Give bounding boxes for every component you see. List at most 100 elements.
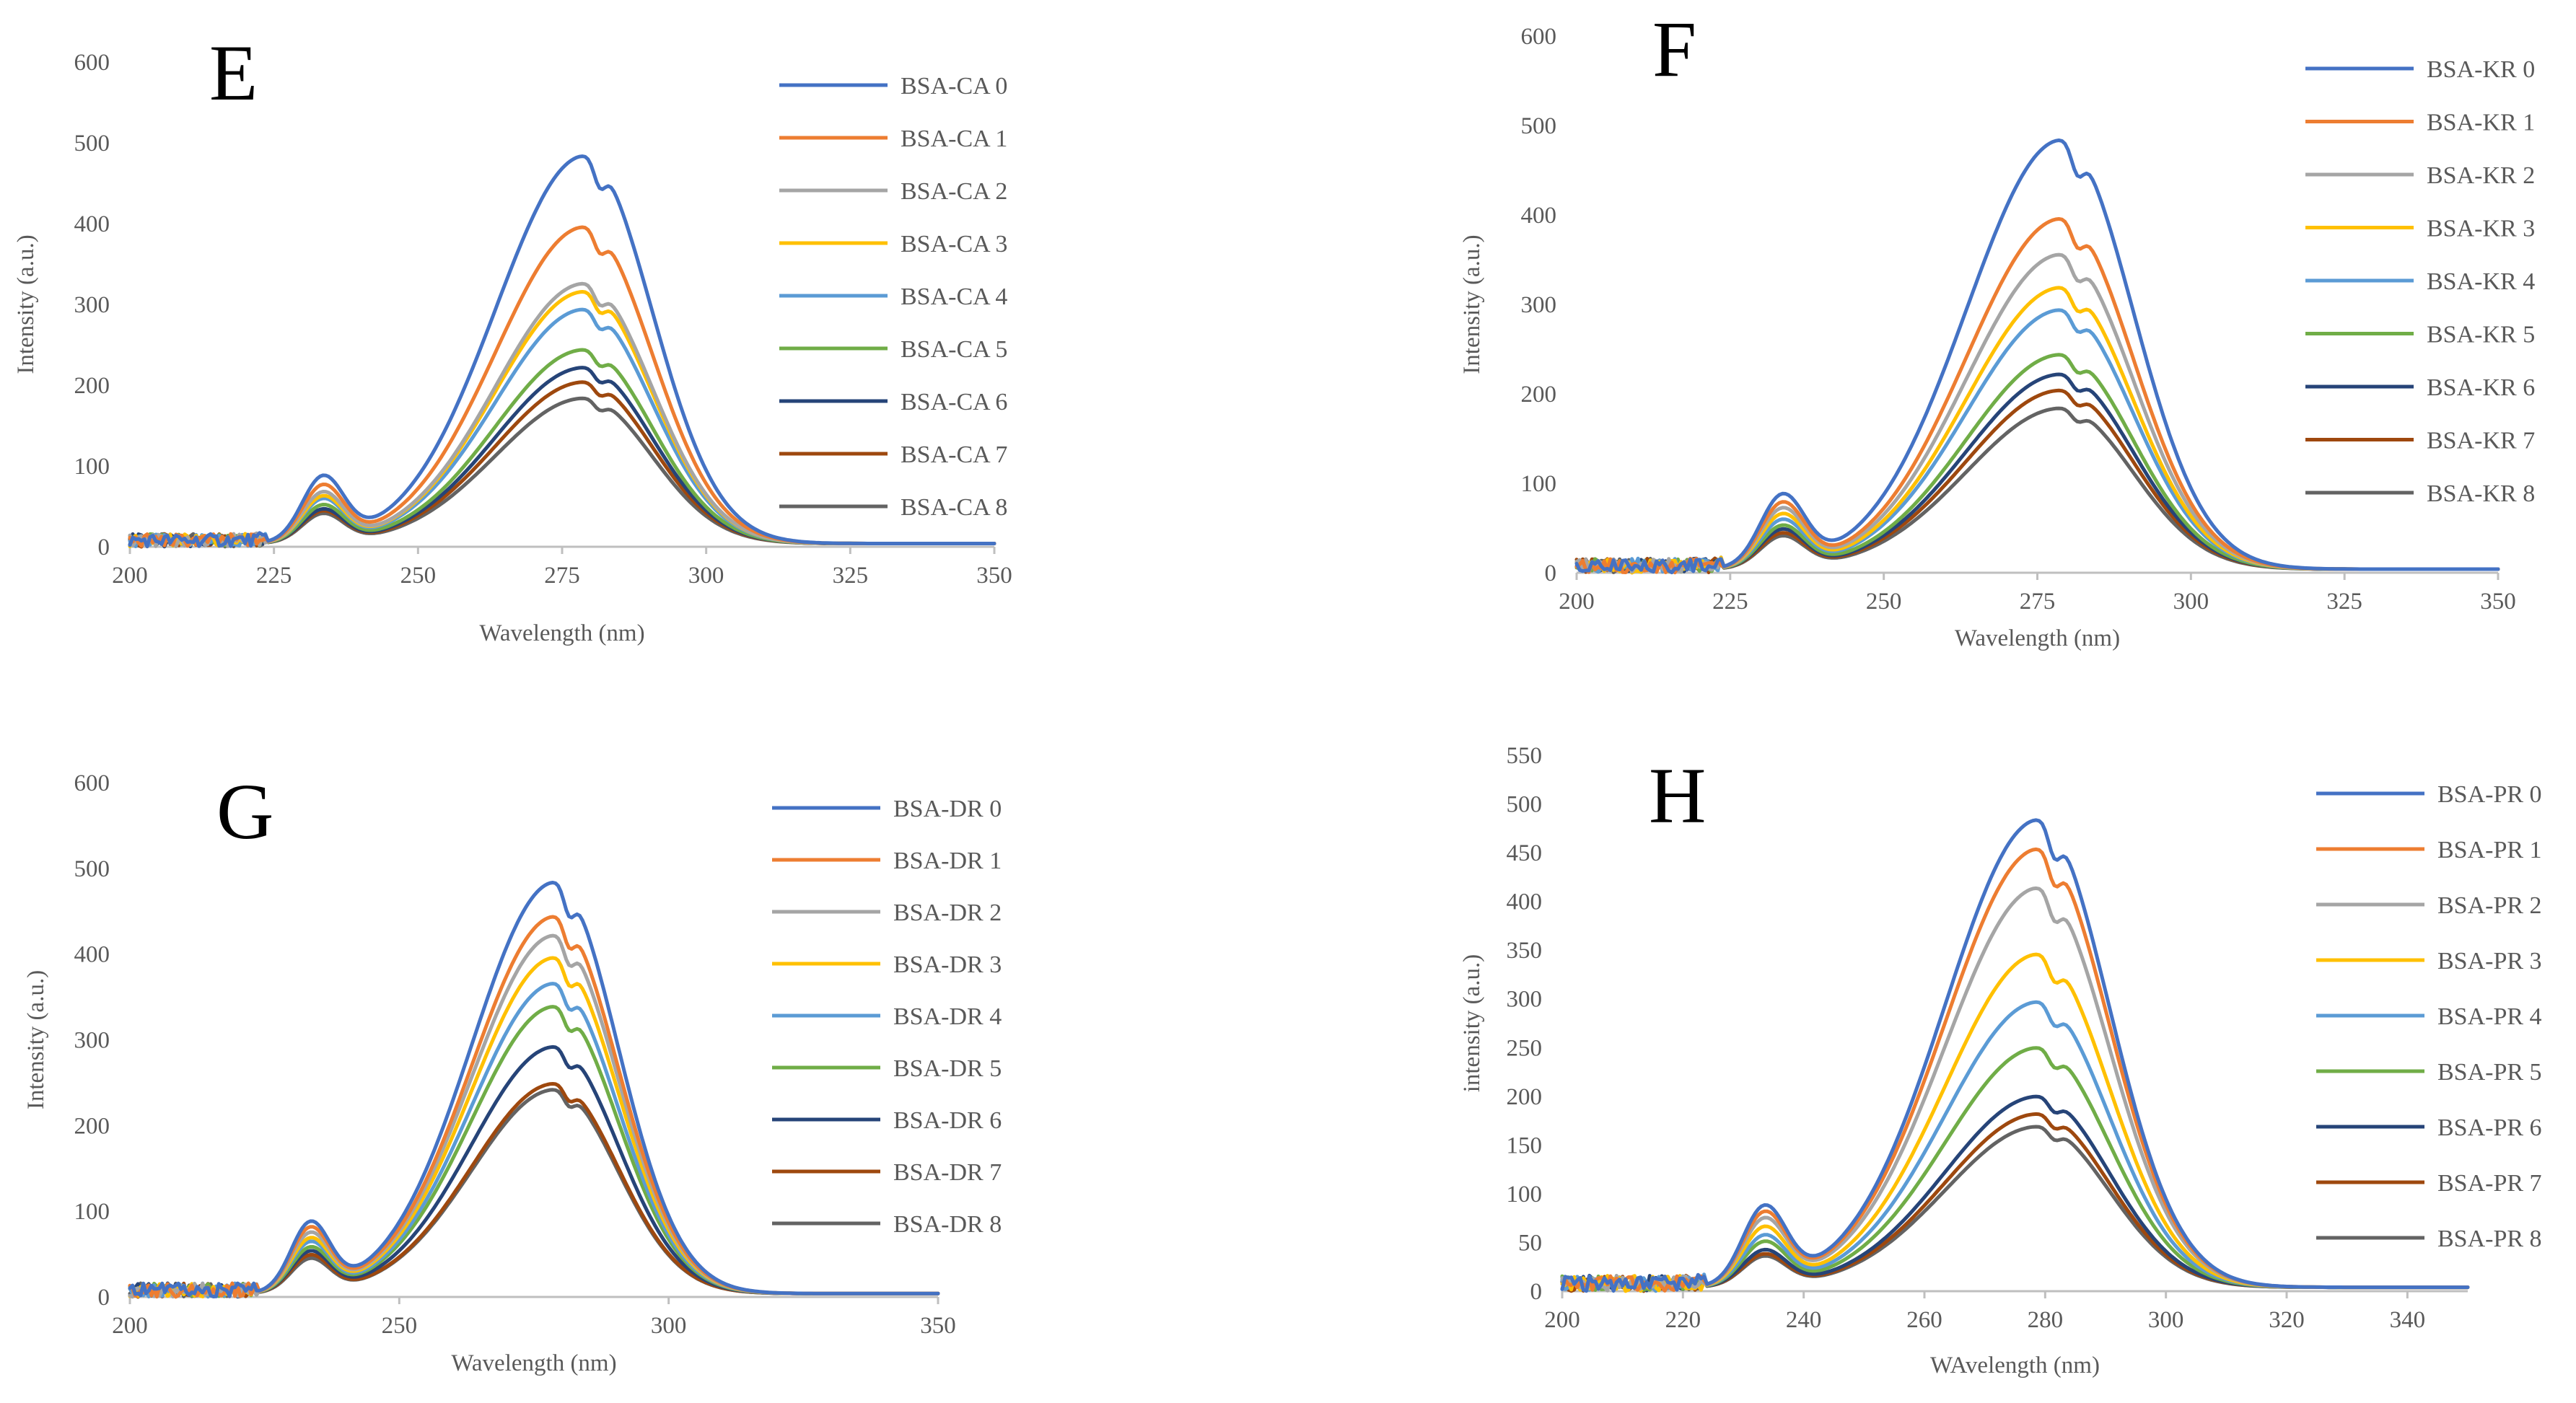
legend-label: BSA-DR 2	[893, 900, 1002, 926]
y-axis-title: intensity (a.u.)	[1459, 954, 1485, 1093]
legend: BSA-CA 0 BSA-CA 1 BSA-CA 2 BSA-CA 3 BSA-CA 4…	[779, 73, 1007, 521]
legend-label: BSA-KR 2	[2427, 162, 2535, 189]
series-line-7	[128, 1082, 940, 1299]
y-tick-label: 200	[74, 1113, 110, 1139]
x-tick-label: 200	[112, 563, 148, 589]
x-tick-label: 350	[2480, 589, 2516, 615]
legend-label: BSA-PR 3	[2437, 948, 2542, 975]
series-line-7	[1560, 1112, 2470, 1293]
series-line-0	[1574, 138, 2500, 575]
x-tick-label: 200	[1544, 1307, 1580, 1333]
series-line-3	[128, 956, 940, 1298]
legend-label: BSA-CA 7	[901, 441, 1007, 468]
x-tick-label: 200	[1559, 589, 1595, 615]
y-axis-title: Intensity (a.u.)	[1459, 234, 1485, 374]
legend-label: BSA-DR 4	[893, 1003, 1002, 1030]
x-tick-label: 260	[1906, 1307, 1942, 1333]
x-tick-label: 350	[976, 563, 1012, 589]
panel-label: E	[209, 29, 258, 117]
y-tick-label: 300	[1521, 292, 1557, 318]
legend-label: BSA-DR 1	[893, 848, 1002, 874]
legend-label: BSA-PR 0	[2437, 781, 2542, 808]
y-tick-label: 600	[1521, 24, 1557, 50]
y-axis-title: Intensity (a.u.)	[13, 234, 39, 374]
legend-label: BSA-CA 4	[901, 283, 1007, 310]
y-tick-label: 400	[1521, 203, 1557, 229]
x-axis-title: Wavelength (nm)	[451, 1350, 616, 1376]
x-axis-title: WAvelength (nm)	[1930, 1353, 2100, 1378]
x-tick-label: 225	[1712, 589, 1748, 615]
y-tick-label: 0	[98, 535, 110, 560]
x-tick-label: 250	[1866, 589, 1902, 615]
x-tick-label: 325	[2326, 589, 2362, 615]
legend-label: BSA-KR 3	[2427, 216, 2535, 242]
series-line-0	[1560, 818, 2470, 1293]
legend-label: BSA-PR 4	[2437, 1003, 2542, 1030]
y-tick-label: 300	[74, 1028, 110, 1054]
x-tick-label: 320	[2269, 1307, 2305, 1333]
y-tick-label: 50	[1518, 1230, 1542, 1256]
y-tick-label: 300	[1507, 987, 1543, 1013]
y-tick-label: 0	[1530, 1279, 1543, 1305]
series-line-7	[1574, 388, 2500, 574]
legend: BSA-DR 0 BSA-DR 1 BSA-DR 2 BSA-DR 3 BSA-DR 4…	[772, 796, 1002, 1238]
legend-label: BSA-PR 2	[2437, 892, 2542, 919]
legend-label: BSA-DR 5	[893, 1055, 1002, 1082]
y-axis-title: Intensity (a.u.)	[23, 970, 49, 1109]
series-line-8	[1574, 406, 2500, 574]
y-tick-label: 0	[1545, 560, 1557, 586]
series-line-3	[1574, 286, 2500, 575]
y-tick-label: 500	[74, 131, 110, 157]
x-tick-label: 240	[1786, 1307, 1822, 1333]
series-line-6	[128, 366, 996, 549]
legend-label: BSA-KR 8	[2427, 480, 2535, 507]
x-tick-label: 220	[1665, 1307, 1701, 1333]
legend-label: BSA-CA 5	[901, 336, 1007, 363]
legend-label: BSA-KR 0	[2427, 56, 2535, 83]
chart-panel-g: 0 100 200 300 400 500 600 200 250 300 350 Wavelengt…	[23, 768, 1002, 1376]
series-line-0	[128, 881, 940, 1298]
series-line-4	[128, 982, 940, 1299]
legend-label: BSA-DR 3	[893, 951, 1002, 978]
legend-label: BSA-KR 4	[2427, 268, 2535, 295]
x-tick-label: 300	[2148, 1307, 2184, 1333]
legend-label: BSA-DR 8	[893, 1211, 1002, 1238]
y-tick-label: 500	[1521, 113, 1557, 139]
legend-label: BSA-KR 6	[2427, 374, 2535, 401]
x-tick-label: 340	[2390, 1307, 2426, 1333]
legend-label: BSA-PR 5	[2437, 1059, 2542, 1086]
series-line-4	[1560, 1000, 2470, 1293]
series-line-2	[128, 933, 940, 1299]
y-tick-label: 200	[74, 373, 110, 399]
legend-label: BSA-CA 1	[901, 126, 1007, 152]
x-tick-label: 280	[2028, 1307, 2064, 1333]
chart-panel-h: 0 50 100 150 200 250 300 350 400 450 500 550 200 220 2…	[1459, 743, 2542, 1378]
legend-label: BSA-DR 6	[893, 1107, 1002, 1134]
legend-label: BSA-KR 7	[2427, 428, 2535, 454]
x-tick-label: 300	[2173, 589, 2209, 615]
series-line-3	[1560, 952, 2470, 1293]
y-tick-label: 400	[1507, 889, 1543, 915]
x-tick-label: 275	[544, 563, 580, 589]
x-tick-label: 225	[256, 563, 292, 589]
legend-label: BSA-CA 2	[901, 178, 1007, 205]
legend-label: BSA-CA 8	[901, 494, 1007, 521]
y-tick-label: 0	[98, 1285, 110, 1311]
legend: BSA-PR 0 BSA-PR 1 BSA-PR 2 BSA-PR 3 BSA-PR 4…	[2316, 781, 2542, 1252]
legend-label: BSA-PR 1	[2437, 837, 2542, 863]
y-tick-label: 100	[1507, 1182, 1543, 1208]
series-line-2	[1560, 886, 2470, 1293]
x-axis-title: Wavelength (nm)	[1955, 625, 2120, 651]
y-tick-label: 100	[74, 1199, 110, 1225]
y-tick-label: 400	[74, 942, 110, 968]
series-line-8	[128, 396, 996, 549]
chart-panel-f: 0 100 200 300 400 500 600 200 225 250 275 300 325 350…	[1459, 5, 2535, 651]
panel-label: F	[1652, 5, 1696, 93]
y-tick-label: 500	[74, 856, 110, 882]
y-tick-label: 100	[74, 454, 110, 480]
x-tick-label: 300	[651, 1313, 687, 1339]
legend-label: BSA-DR 0	[893, 796, 1002, 822]
series-line-5	[1560, 1046, 2470, 1293]
y-tick-label: 200	[1507, 1084, 1543, 1110]
